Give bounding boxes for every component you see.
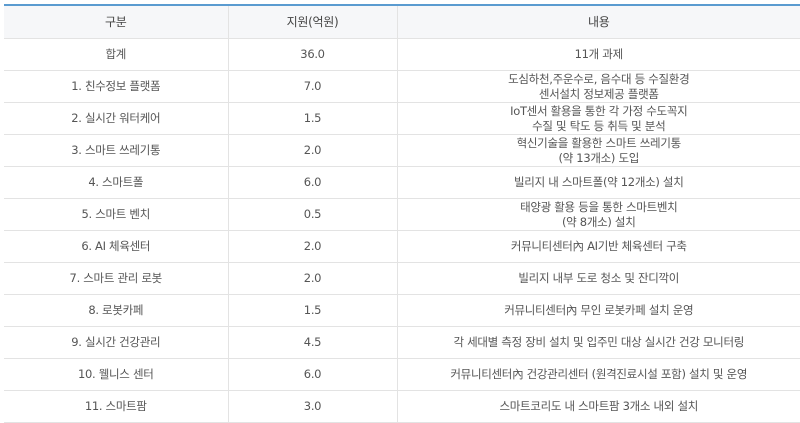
table-row: 5. 스마트 벤치 0.5 태양광 활용 등을 통한 스마트벤치 (약 8개소) 설… xyxy=(4,198,800,231)
amount-cell: 36.0 xyxy=(228,38,398,71)
table-row: 9. 실시간 건강관리 4.5 각 세대별 측정 장비 설치 및 입주민 대상 실시… xyxy=(4,326,800,359)
amount-cell: 0.5 xyxy=(228,198,398,231)
table-row: 2. 실시간 워터케어 1.5 IoT센서 활용을 통한 각 가정 수도꼭지 수질 … xyxy=(4,102,800,135)
content-cell: 11개 과제 xyxy=(397,38,800,71)
table-row: 1. 친수정보 플랫폼 7.0 도심하천,주운수로, 음수대 등 수질환경 센서설치… xyxy=(4,70,800,103)
table-row: 11. 스마트팜 3.0 스마트코리도 내 스마트팜 3개소 내외 설치 xyxy=(4,390,800,423)
category-cell: 10. 웰니스 센터 xyxy=(4,358,229,391)
category-cell: 4. 스마트폴 xyxy=(4,166,229,199)
content-cell: 커뮤니티센터內 무인 로봇카페 설치 운영 xyxy=(397,294,800,327)
amount-cell: 6.0 xyxy=(228,166,398,199)
table-row: 10. 웰니스 센터 6.0 커뮤니티센터內 건강관리센터 (원격진료시설 포함) … xyxy=(4,358,800,391)
amount-cell: 2.0 xyxy=(228,230,398,263)
content-cell: 빌리지 내부 도로 청소 및 잔디깍이 xyxy=(397,262,800,295)
amount-cell: 2.0 xyxy=(228,262,398,295)
table-row: 8. 로봇카페 1.5 커뮤니티센터內 무인 로봇카페 설치 운영 xyxy=(4,294,800,327)
header-amount: 지원(억원) xyxy=(228,5,398,39)
header-content: 내용 xyxy=(397,5,800,39)
category-cell: 6. AI 체육센터 xyxy=(4,230,229,263)
table-row: 6. AI 체육센터 2.0 커뮤니티센터內 AI기반 체육센터 구축 xyxy=(4,230,800,263)
amount-cell: 2.0 xyxy=(228,134,398,167)
content-cell: IoT센서 활용을 통한 각 가정 수도꼭지 수질 및 탁도 등 취득 및 분석 xyxy=(397,102,800,135)
content-cell: 혁신기술을 활용한 스마트 쓰레기통 (약 13개소) 도입 xyxy=(397,134,800,167)
category-cell: 2. 실시간 워터케어 xyxy=(4,102,229,135)
table-header-row: 구분 지원(억원) 내용 xyxy=(4,5,800,39)
category-cell: 합계 xyxy=(4,38,229,71)
total-row: 합계 36.0 11개 과제 xyxy=(4,38,800,71)
content-cell: 빌리지 내 스마트폴(약 12개소) 설치 xyxy=(397,166,800,199)
amount-cell: 1.5 xyxy=(228,102,398,135)
category-cell: 8. 로봇카페 xyxy=(4,294,229,327)
content-cell: 스마트코리도 내 스마트팜 3개소 내외 설치 xyxy=(397,390,800,423)
category-cell: 11. 스마트팜 xyxy=(4,390,229,423)
support-table: 구분 지원(억원) 내용 합계 36.0 11개 과제 1. 친수정보 플랫폼 7.0 도… xyxy=(4,4,800,423)
content-cell: 도심하천,주운수로, 음수대 등 수질환경 센서설치 정보제공 플랫폼 xyxy=(397,70,800,103)
table-row: 7. 스마트 관리 로봇 2.0 빌리지 내부 도로 청소 및 잔디깍이 xyxy=(4,262,800,295)
category-cell: 7. 스마트 관리 로봇 xyxy=(4,262,229,295)
table-row: 4. 스마트폴 6.0 빌리지 내 스마트폴(약 12개소) 설치 xyxy=(4,166,800,199)
category-cell: 9. 실시간 건강관리 xyxy=(4,326,229,359)
category-cell: 3. 스마트 쓰레기통 xyxy=(4,134,229,167)
table-row: 3. 스마트 쓰레기통 2.0 혁신기술을 활용한 스마트 쓰레기통 (약 13개소… xyxy=(4,134,800,167)
category-cell: 5. 스마트 벤치 xyxy=(4,198,229,231)
content-cell: 커뮤니티센터內 건강관리센터 (원격진료시설 포함) 설치 및 운영 xyxy=(397,358,800,391)
amount-cell: 4.5 xyxy=(228,326,398,359)
amount-cell: 1.5 xyxy=(228,294,398,327)
amount-cell: 3.0 xyxy=(228,390,398,423)
header-category: 구분 xyxy=(4,5,229,39)
amount-cell: 6.0 xyxy=(228,358,398,391)
category-cell: 1. 친수정보 플랫폼 xyxy=(4,70,229,103)
content-cell: 각 세대별 측정 장비 설치 및 입주민 대상 실시간 건강 모니터링 xyxy=(397,326,800,359)
content-cell: 태양광 활용 등을 통한 스마트벤치 (약 8개소) 설치 xyxy=(397,198,800,231)
amount-cell: 7.0 xyxy=(228,70,398,103)
content-cell: 커뮤니티센터內 AI기반 체육센터 구축 xyxy=(397,230,800,263)
